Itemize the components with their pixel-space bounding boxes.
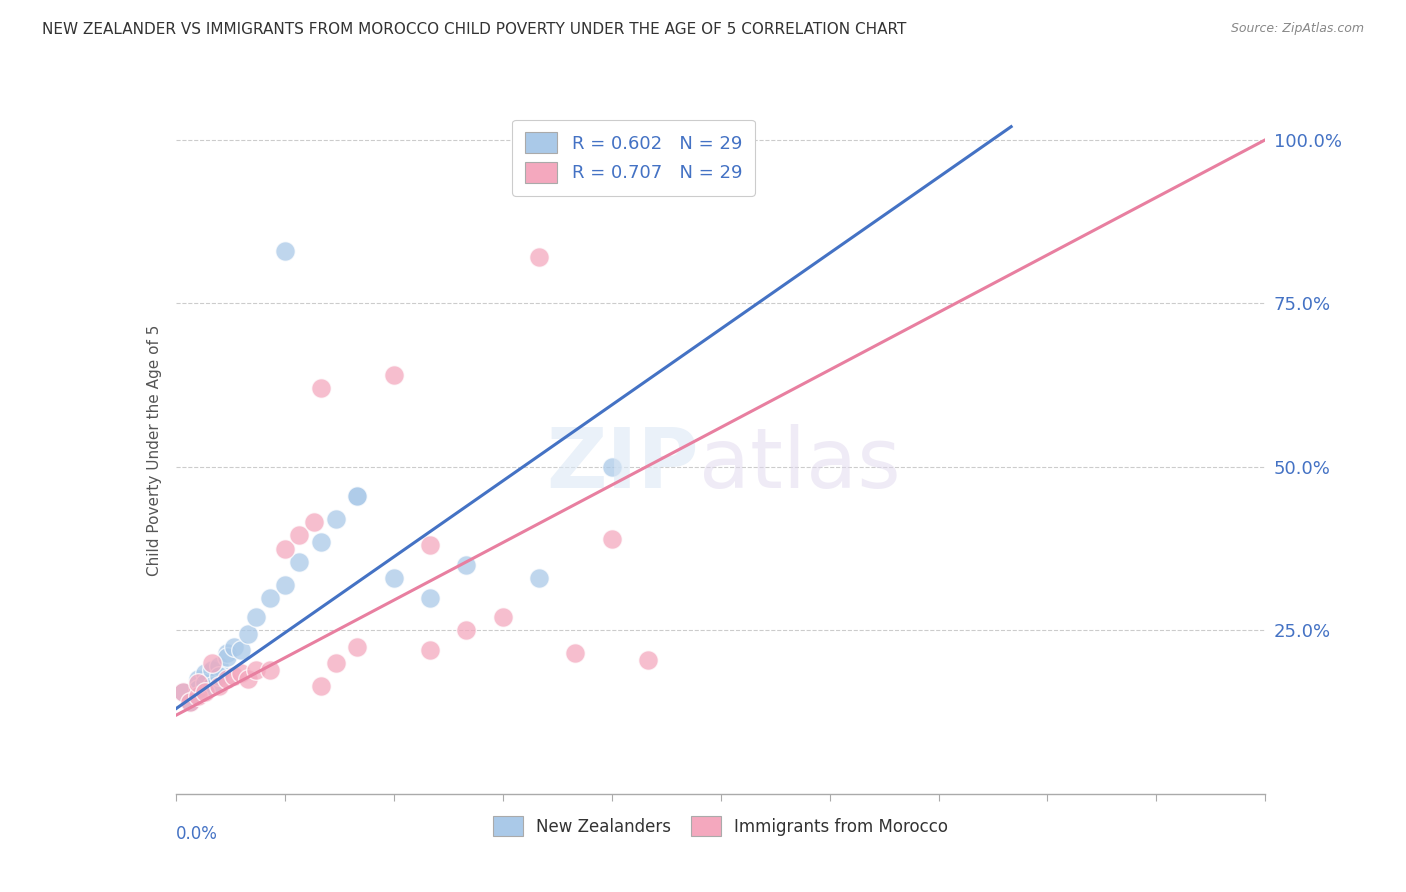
Point <box>346 489 368 503</box>
Point <box>419 591 441 605</box>
Point <box>600 532 623 546</box>
Point <box>259 591 281 605</box>
Point <box>527 251 550 265</box>
Point <box>245 663 267 677</box>
Point <box>309 679 332 693</box>
Point <box>208 659 231 673</box>
Point <box>288 555 311 569</box>
Text: atlas: atlas <box>699 424 900 505</box>
Point <box>201 679 224 693</box>
Point <box>259 663 281 677</box>
Point <box>186 673 209 687</box>
Point <box>288 528 311 542</box>
Point <box>382 368 405 383</box>
Text: 0.0%: 0.0% <box>176 824 218 843</box>
Text: NEW ZEALANDER VS IMMIGRANTS FROM MOROCCO CHILD POVERTY UNDER THE AGE OF 5 CORREL: NEW ZEALANDER VS IMMIGRANTS FROM MOROCCO… <box>42 22 907 37</box>
Point <box>274 541 297 556</box>
Point <box>302 516 325 530</box>
Point <box>208 669 231 683</box>
Point <box>309 535 332 549</box>
Point <box>527 571 550 585</box>
Point <box>382 571 405 585</box>
Point <box>172 685 194 699</box>
Point <box>231 665 253 680</box>
Point <box>419 538 441 552</box>
Point <box>215 649 238 664</box>
Point <box>194 675 217 690</box>
Point <box>179 695 201 709</box>
Point <box>346 489 368 503</box>
Point <box>215 673 238 687</box>
Point <box>194 665 217 680</box>
Point <box>222 640 245 654</box>
Point <box>274 577 297 591</box>
Point <box>231 643 253 657</box>
Point <box>186 675 209 690</box>
Point <box>637 653 659 667</box>
Point <box>325 512 347 526</box>
Text: Source: ZipAtlas.com: Source: ZipAtlas.com <box>1230 22 1364 36</box>
Point <box>238 673 260 687</box>
Point <box>419 643 441 657</box>
Point <box>274 244 297 258</box>
Point <box>245 610 267 624</box>
Text: ZIP: ZIP <box>547 424 699 505</box>
Y-axis label: Child Poverty Under the Age of 5: Child Poverty Under the Age of 5 <box>146 325 162 576</box>
Point <box>222 669 245 683</box>
Point <box>564 646 586 660</box>
Point <box>186 689 209 703</box>
Point <box>201 656 224 670</box>
Point <box>208 679 231 693</box>
Point <box>172 685 194 699</box>
Point <box>238 626 260 640</box>
Point <box>456 624 478 638</box>
Point <box>456 558 478 572</box>
Legend: New Zealanders, Immigrants from Morocco: New Zealanders, Immigrants from Morocco <box>481 805 960 847</box>
Point <box>346 640 368 654</box>
Point <box>600 459 623 474</box>
Point <box>215 646 238 660</box>
Point <box>194 685 217 699</box>
Point <box>179 695 201 709</box>
Point <box>325 656 347 670</box>
Point <box>201 663 224 677</box>
Point <box>492 610 515 624</box>
Point <box>309 381 332 395</box>
Point <box>186 682 209 697</box>
